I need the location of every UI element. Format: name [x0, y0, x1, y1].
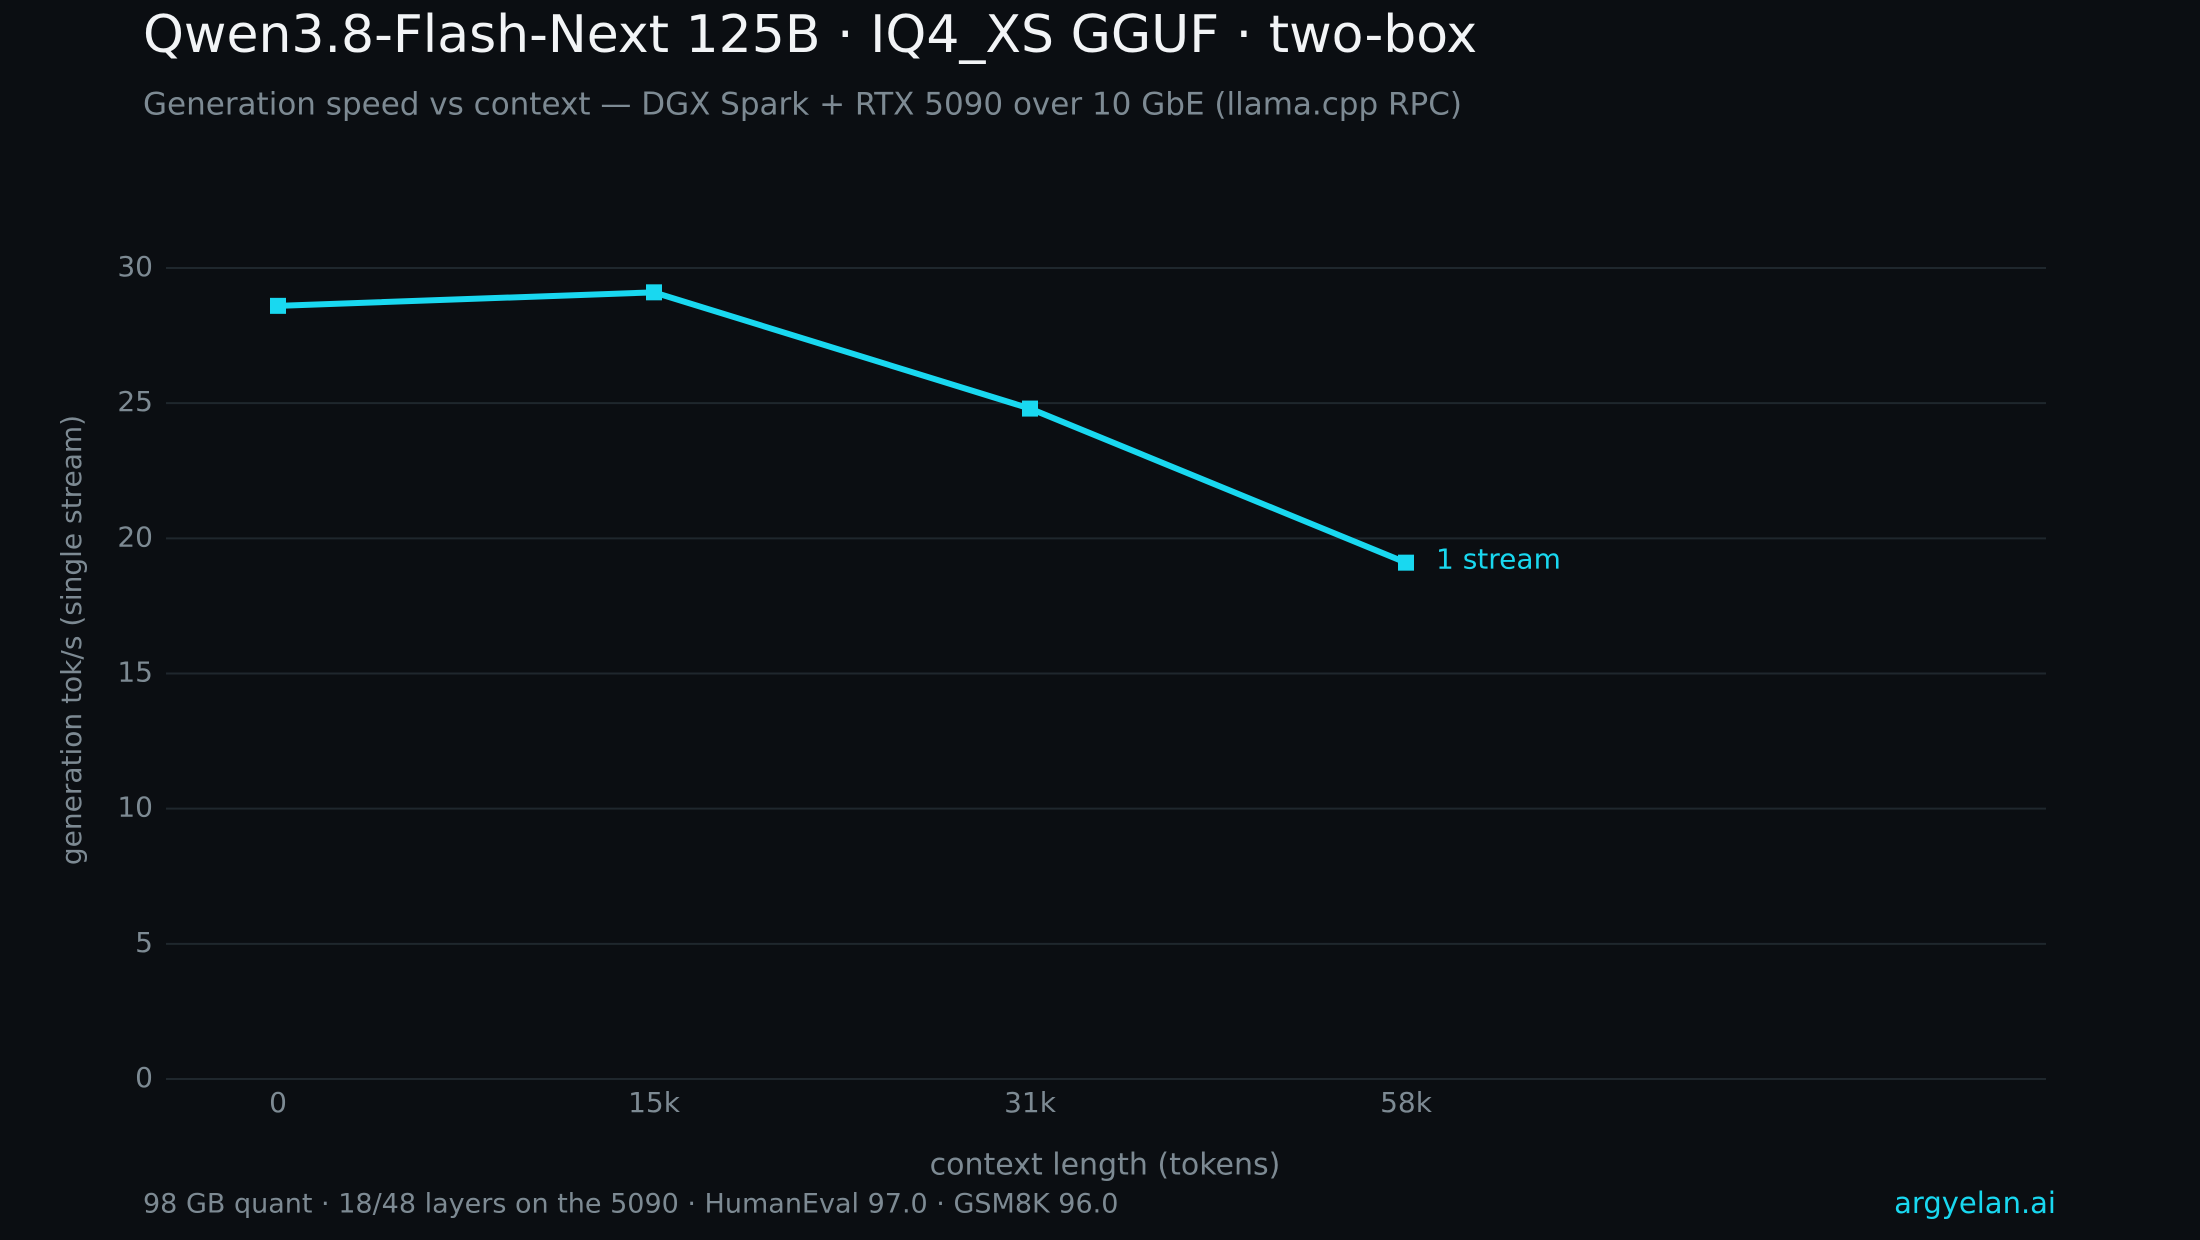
chart-subtitle: Generation speed vs context — DGX Spark … — [143, 87, 1462, 123]
y-axis-label: generation tok/s (single stream) — [55, 415, 88, 865]
y-tick-label: 25 — [117, 385, 153, 418]
x-axis-label: context length (tokens) — [930, 1148, 1281, 1183]
y-tick-label: 20 — [117, 520, 153, 553]
series-label: 1 stream — [1436, 543, 1561, 576]
data-point — [646, 284, 662, 301]
series-line — [277, 289, 1408, 566]
y-tick-label: 0 — [135, 1061, 153, 1094]
brand: argyelan.ai — [1894, 1186, 2056, 1220]
data-point — [1398, 554, 1414, 571]
y-tick-label: 10 — [117, 791, 153, 824]
x-tick-label: 58k — [1380, 1086, 1433, 1119]
footer-note: 98 GB quant · 18/48 layers on the 5090 ·… — [143, 1189, 1118, 1220]
x-tick-label: 0 — [269, 1086, 287, 1119]
y-tick-label: 30 — [117, 250, 153, 283]
x-tick-label: 31k — [1004, 1086, 1057, 1119]
x-tick-label: 15k — [628, 1086, 681, 1119]
chart-title: Qwen3.8-Flash-Next 125B · IQ4_XS GGUF · … — [143, 5, 1477, 65]
data-point — [270, 297, 286, 314]
y-tick-label: 15 — [117, 656, 153, 689]
y-tick-label: 5 — [135, 926, 153, 959]
data-point — [1022, 400, 1038, 417]
